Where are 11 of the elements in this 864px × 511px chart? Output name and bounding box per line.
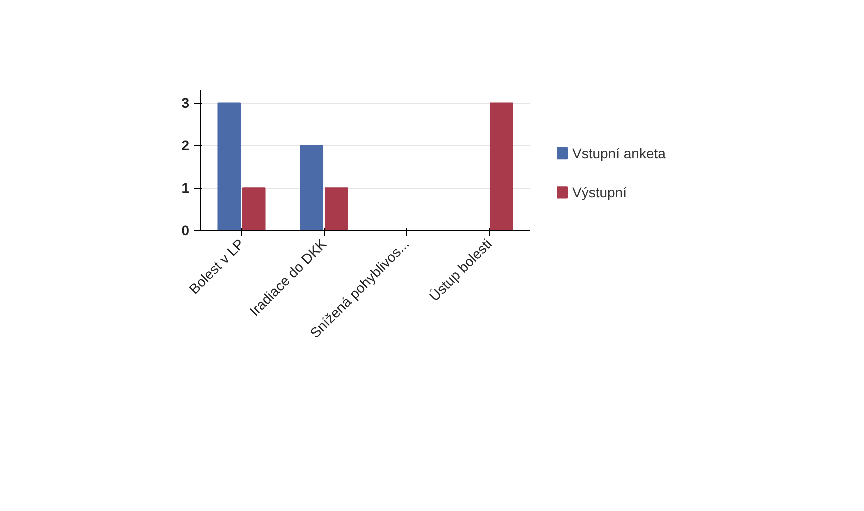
y-tick-label: 0: [182, 222, 190, 238]
bar: [242, 188, 266, 230]
legend-label: Výstupní: [572, 184, 628, 201]
bar: [300, 145, 324, 230]
y-tick-label: 1: [182, 180, 190, 196]
legend-label: Vstupní anketa: [572, 146, 666, 162]
bar: [218, 102, 242, 230]
y-tick-label: 2: [182, 138, 190, 154]
y-tick-label: 3: [182, 95, 190, 112]
bar: [490, 102, 514, 230]
bar: [324, 188, 348, 230]
